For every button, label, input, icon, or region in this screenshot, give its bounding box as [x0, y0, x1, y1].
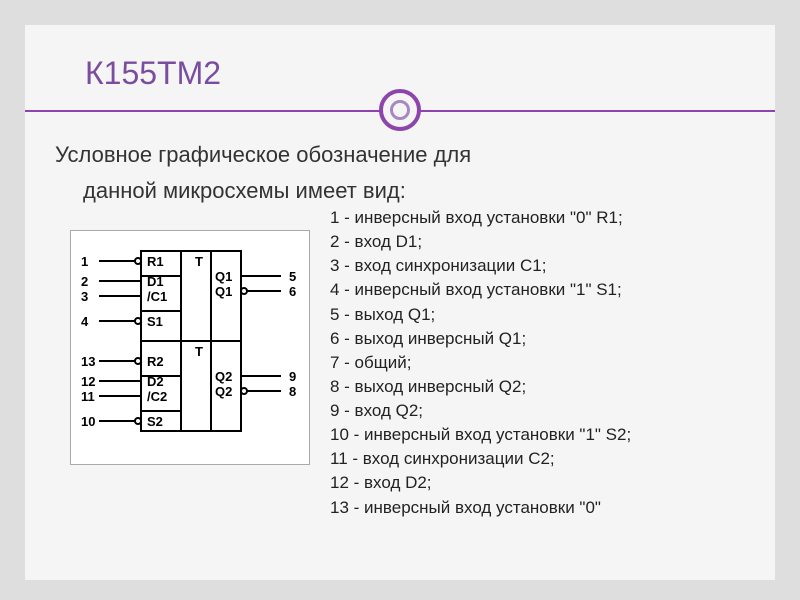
page-title: К155ТМ2 [85, 55, 775, 92]
svg-text:T: T [195, 344, 203, 359]
legend-item: 9 - вход Q2; [330, 399, 785, 423]
legend-item: 11 - вход синхронизации C2; [330, 447, 785, 471]
subtitle-line-2: данной микросхемы имеет вид: [83, 176, 755, 206]
svg-text:R2: R2 [147, 354, 164, 369]
legend-item: 13 - инверсный вход установки "0" [330, 496, 785, 520]
decor-circle [379, 89, 421, 131]
svg-text:S2: S2 [147, 414, 163, 429]
svg-text:T: T [195, 254, 203, 269]
legend-item: 3 - вход синхронизации C1; [330, 254, 785, 278]
svg-text:10: 10 [81, 414, 95, 429]
svg-text:D2: D2 [147, 374, 164, 389]
svg-text:1: 1 [81, 254, 88, 269]
pin-legend: 1 - инверсный вход установки "0" R1;2 - … [330, 206, 785, 520]
title-area: К155ТМ2 [25, 25, 775, 92]
legend-item: 6 - выход инверсный Q1; [330, 327, 785, 351]
legend-item: 12 - вход D2; [330, 471, 785, 495]
svg-text:8: 8 [289, 384, 296, 399]
legend-item: 10 - инверсный вход установки "1" S2; [330, 423, 785, 447]
svg-text:11: 11 [81, 389, 95, 404]
legend-item: 2 - вход D1; [330, 230, 785, 254]
svg-text:3: 3 [81, 289, 88, 304]
svg-text:Q1: Q1 [215, 269, 232, 284]
svg-text:13: 13 [81, 354, 95, 369]
svg-text:/C2: /C2 [147, 389, 167, 404]
schematic-svg: T T 1 R1 2 D1 3/C1 4 S1 13 R2 12 D2 11/C2 10 S2 5 Q1 6 Q1 9 Q… [71, 231, 311, 466]
schematic-diagram: T T 1 R1 2 D1 3/C1 4 S1 13 R2 12 D2 11/C2 10 S2 5 Q1 6 Q1 9 Q… [70, 230, 310, 465]
svg-text:6: 6 [289, 284, 296, 299]
decor-circle-inner [390, 100, 410, 120]
svg-text:D1: D1 [147, 274, 164, 289]
svg-text:S1: S1 [147, 314, 163, 329]
svg-text:4: 4 [81, 314, 89, 329]
svg-text:9: 9 [289, 369, 296, 384]
slide: К155ТМ2 Условное графическое обозначение… [25, 25, 775, 580]
legend-item: 1 - инверсный вход установки "0" R1; [330, 206, 785, 230]
legend-item: 8 - выход инверсный Q2; [330, 375, 785, 399]
legend-item: 4 - инверсный вход установки "1" S1; [330, 278, 785, 302]
svg-text:/C1: /C1 [147, 289, 167, 304]
legend-item: 7 - общий; [330, 351, 785, 375]
legend-item: 5 - выход Q1; [330, 303, 785, 327]
subtitle-line-1: Условное графическое обозначение для [55, 140, 755, 170]
svg-text:12: 12 [81, 374, 95, 389]
svg-text:Q2: Q2 [215, 384, 232, 399]
svg-text:Q1: Q1 [215, 284, 232, 299]
svg-text:Q2: Q2 [215, 369, 232, 384]
svg-text:R1: R1 [147, 254, 164, 269]
svg-text:2: 2 [81, 274, 88, 289]
content-area: Условное графическое обозначение для дан… [55, 140, 755, 211]
svg-text:5: 5 [289, 269, 296, 284]
